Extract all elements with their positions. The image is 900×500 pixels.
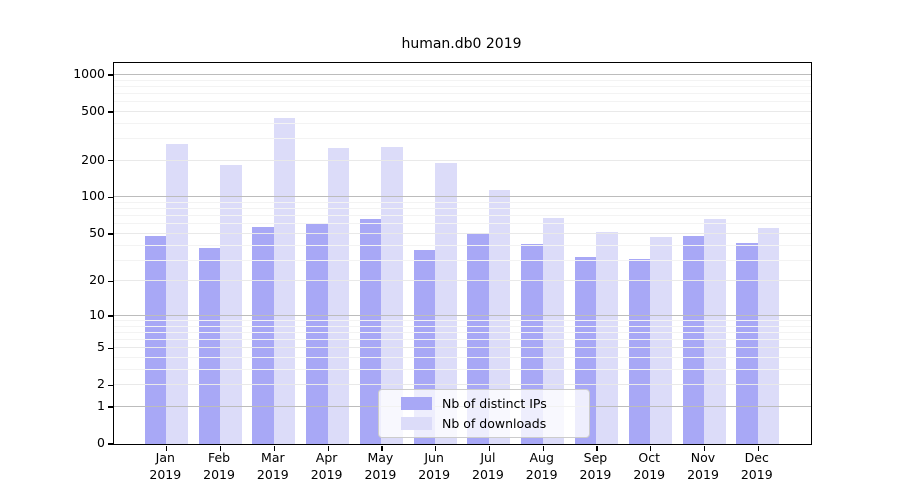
y-tick-mark-1 — [107, 406, 113, 408]
gridline-y-100 — [114, 196, 811, 198]
y-tick-mark-10 — [107, 315, 113, 317]
y-axis-label-500: 500 — [81, 102, 105, 118]
bar-downloads-jun — [435, 162, 457, 444]
y-tick-mark-5 — [107, 347, 113, 349]
gridline-y-800 — [114, 85, 811, 87]
x-axis-label-jun-2019: Jun 2019 — [418, 450, 451, 482]
bar-downloads-aug — [542, 217, 565, 444]
bar-downloads-feb — [220, 165, 242, 444]
x-tick-mark-jan — [166, 445, 168, 451]
bar-downloads-mar — [273, 117, 296, 444]
x-axis-label-nov-2019: Nov 2019 — [687, 450, 719, 482]
gridline-y-90 — [114, 202, 811, 204]
x-axis-label-sep-2019: Sep 2019 — [579, 450, 612, 482]
y-axis-label-50: 50 — [89, 224, 105, 240]
gridline-y-600 — [114, 101, 811, 103]
legend-label-downloads: Nb of downloads — [442, 416, 547, 431]
gridline-y-900 — [114, 79, 811, 81]
y-tick-mark-500 — [107, 111, 113, 113]
bar-downloads-jan — [166, 143, 188, 444]
plot-area: Nb of distinct IPs Nb of downloads — [107, 62, 812, 451]
x-tick-mark-may — [381, 445, 383, 451]
bar-downloads-nov — [704, 219, 726, 444]
bar-distinct-ips-may — [359, 218, 382, 444]
y-axis-label-2: 2 — [97, 376, 105, 392]
y-axis-label-1: 1 — [97, 397, 105, 413]
x-tick-mark-feb — [220, 445, 222, 451]
bar-downloads-apr — [327, 147, 350, 444]
bar-downloads-jul — [488, 190, 511, 444]
bar-distinct-ips-dec — [736, 243, 758, 444]
x-axis-label-aug-2019: Aug 2019 — [525, 450, 558, 482]
y-tick-mark-20 — [107, 280, 113, 282]
x-axis-label-oct-2019: Oct 2019 — [633, 450, 666, 482]
x-axis-label-dec-2019: Dec 2019 — [740, 450, 773, 482]
x-axis-label-may-2019: May 2019 — [364, 450, 397, 482]
y-axis-label-10: 10 — [89, 306, 105, 322]
y-tick-mark-2 — [107, 384, 113, 386]
x-axis-label-mar-2019: Mar 2019 — [256, 450, 289, 482]
x-axis-label-jan-2019: Jan 2019 — [149, 450, 182, 482]
x-tick-mark-dec — [757, 445, 759, 451]
x-tick-mark-nov — [704, 445, 706, 451]
legend-swatch-distinct-ips — [401, 397, 432, 410]
x-tick-mark-oct — [650, 445, 652, 451]
gridline-y-700 — [114, 92, 811, 94]
x-axis-label-jul-2019: Jul 2019 — [472, 450, 504, 482]
y-tick-mark-0 — [107, 443, 113, 445]
x-tick-mark-mar — [273, 445, 276, 451]
x-tick-mark-aug — [542, 445, 544, 451]
chart-title: human.db0 2019 — [401, 36, 522, 52]
y-axis-label-5: 5 — [97, 339, 105, 355]
y-tick-mark-1000 — [107, 74, 113, 76]
y-tick-mark-200 — [107, 160, 113, 162]
gridline-y-80 — [114, 208, 811, 210]
y-axis-label-1000: 1000 — [73, 65, 105, 81]
bar-distinct-ips-feb — [198, 248, 221, 444]
bar-distinct-ips-jan — [144, 236, 167, 444]
y-tick-mark-100 — [107, 196, 113, 199]
bar-distinct-ips-oct — [628, 258, 651, 444]
bar-downloads-sep — [596, 231, 618, 444]
bar-distinct-ips-mar — [252, 227, 274, 444]
y-axis-label-200: 200 — [81, 151, 105, 167]
gridline-y-400 — [114, 122, 811, 124]
y-axis-label-100: 100 — [81, 188, 105, 204]
gridline-y-70 — [114, 215, 811, 217]
y-axis-label-20: 20 — [89, 272, 105, 288]
legend-swatch-downloads — [401, 417, 432, 430]
x-tick-mark-jun — [435, 445, 437, 451]
bar-downloads-oct — [650, 237, 672, 444]
x-tick-mark-sep — [596, 445, 598, 451]
bar-distinct-ips-apr — [306, 222, 328, 444]
gridline-y-300 — [114, 138, 811, 140]
x-tick-mark-apr — [327, 445, 329, 451]
y-tick-mark-50 — [107, 233, 113, 235]
gridline-y-1000 — [114, 73, 811, 75]
legend-item-downloads: Nb of downloads — [401, 416, 579, 431]
x-tick-mark-jul — [488, 445, 491, 451]
bar-distinct-ips-nov — [682, 236, 704, 444]
x-axis-label-feb-2019: Feb 2019 — [203, 450, 235, 482]
gridline-y-500 — [114, 110, 811, 112]
bar-downloads-dec — [757, 228, 780, 444]
legend-label-distinct-ips: Nb of distinct IPs — [442, 396, 547, 411]
gridline-y-200 — [114, 159, 811, 161]
legend: Nb of distinct IPs Nb of downloads — [378, 389, 590, 438]
x-axis-label-apr-2019: Apr 2019 — [310, 450, 343, 482]
y-axis-label-0: 0 — [97, 435, 105, 450]
legend-item-distinct-ips: Nb of distinct IPs — [401, 396, 579, 411]
